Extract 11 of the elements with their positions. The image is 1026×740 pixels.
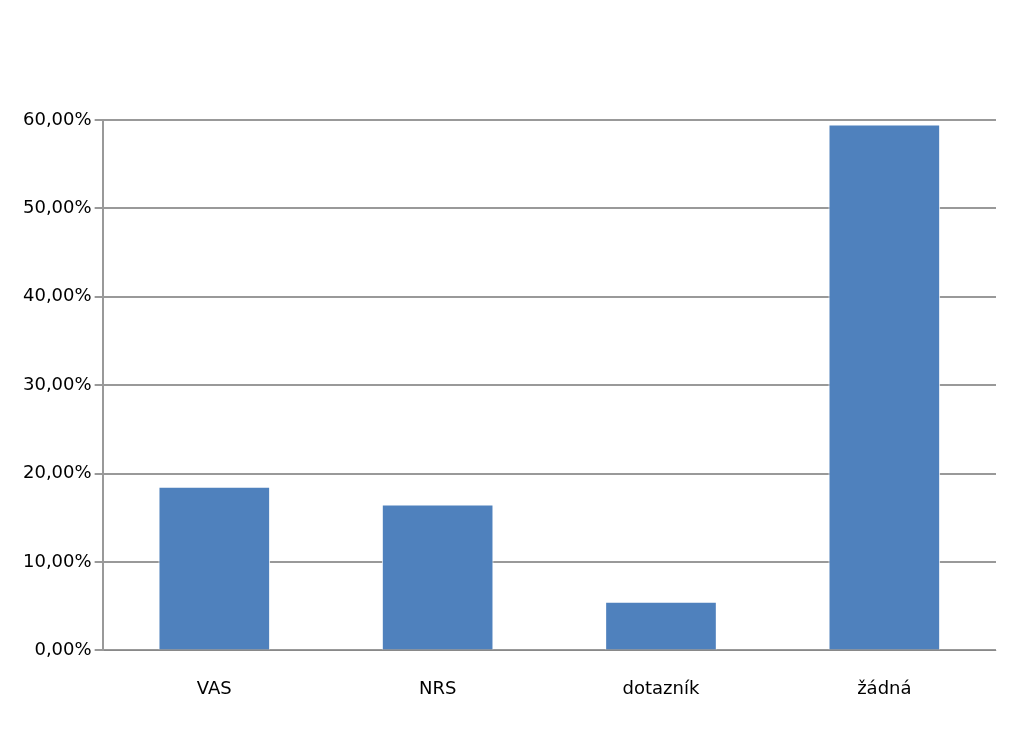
y-tick-label: 60,00% — [22, 107, 92, 129]
x-tick-label: NRS — [418, 676, 457, 698]
x-tick-label: žádná — [857, 676, 912, 698]
y-tick-label: 40,00% — [22, 284, 92, 306]
y-tick-label: 20,00% — [22, 461, 92, 483]
x-tick-label: dotazník — [622, 676, 700, 698]
y-tick-label: 10,00% — [22, 549, 92, 571]
x-tick-label: VAS — [196, 676, 232, 698]
y-tick-label: 50,00% — [22, 196, 92, 218]
y-tick-label: 0,00% — [34, 638, 92, 660]
y-tick-label: 30,00% — [22, 372, 92, 394]
